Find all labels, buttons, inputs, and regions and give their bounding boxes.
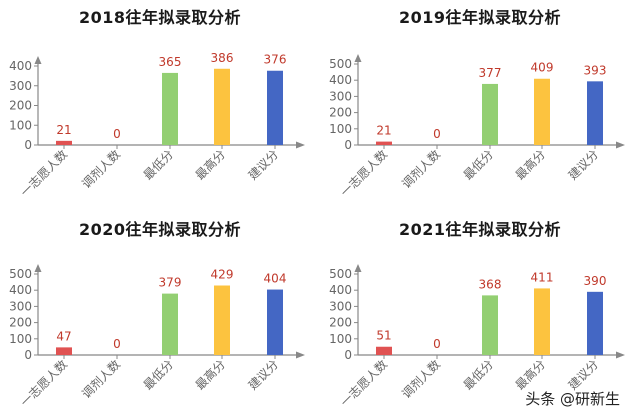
chart-2021: 2021往年拟录取分析 0 100 200 300 400 500 51 一志愿人数 0 调剂人数… xyxy=(320,208,640,416)
watermark: 头条 @研新生 xyxy=(525,390,620,408)
chart-plot: 010020030040050047一志愿人数0调剂人数379最低分429最高分… xyxy=(9,264,305,410)
y-tick-label: 100 xyxy=(329,332,352,346)
y-axis-arrow-icon xyxy=(354,264,362,272)
x-category-label: 最低分 xyxy=(461,357,496,392)
bar xyxy=(267,289,283,355)
y-tick-label: 100 xyxy=(9,332,32,346)
x-category-label: 调剂人数 xyxy=(79,147,124,192)
data-label: 47 xyxy=(56,329,71,343)
y-tick-label: 200 xyxy=(9,316,32,330)
y-tick-label: 0 xyxy=(24,138,32,152)
y-tick-label: 400 xyxy=(9,59,32,73)
bar xyxy=(56,347,72,355)
y-tick-label: 200 xyxy=(9,99,32,113)
y-tick-label: 100 xyxy=(9,118,32,132)
data-label: 0 xyxy=(433,337,441,351)
y-tick-label: 300 xyxy=(9,79,32,93)
data-label: 409 xyxy=(531,61,554,75)
data-label: 393 xyxy=(584,63,607,77)
chart-plot: 010020030040050051一志愿人数0调剂人数368最低分411最高分… xyxy=(329,264,625,410)
x-category-label: 最低分 xyxy=(141,147,176,182)
bar xyxy=(482,295,498,355)
y-tick-label: 500 xyxy=(329,267,352,281)
bar xyxy=(376,141,392,145)
data-label: 386 xyxy=(211,51,234,65)
data-label: 376 xyxy=(264,53,287,67)
data-label: 21 xyxy=(56,123,71,137)
x-category-label: 建议分 xyxy=(566,147,601,182)
chart-title: 2018往年拟录取分析 xyxy=(78,8,242,27)
bar xyxy=(376,346,392,355)
x-category-label: 一志愿人数 xyxy=(17,357,70,410)
x-category-label: 一志愿人数 xyxy=(337,357,390,410)
x-category-label: 最低分 xyxy=(141,357,176,392)
y-tick-label: 0 xyxy=(24,348,32,362)
data-label: 365 xyxy=(159,55,182,69)
y-tick-label: 300 xyxy=(329,89,352,103)
y-tick-label: 300 xyxy=(9,299,32,313)
y-tick-label: 200 xyxy=(329,106,352,120)
bar xyxy=(162,293,178,355)
x-category-label: 建议分 xyxy=(246,357,281,392)
y-tick-label: 500 xyxy=(9,267,32,281)
x-category-label: 一志愿人数 xyxy=(17,147,70,200)
y-axis-arrow-icon xyxy=(354,54,362,62)
chart-plot: 010020030040050021一志愿人数0调剂人数377最低分409最高分… xyxy=(329,54,625,200)
x-category-label: 建议分 xyxy=(246,147,281,182)
chart-2018: 2018往年拟录取分析 0 100 200 300 400 21 一志愿人数 0 调剂人数 365… xyxy=(0,0,320,208)
x-axis-arrow-icon xyxy=(296,141,305,149)
x-category-label: 调剂人数 xyxy=(399,147,444,192)
x-category-label: 一志愿人数 xyxy=(337,147,390,200)
bar xyxy=(267,70,283,145)
chart-2020: 2020往年拟录取分析 0 100 200 300 400 500 47 一志愿人数 0 调剂人数… xyxy=(0,208,320,416)
chart-2019: 2019往年拟录取分析 0 100 200 300 400 500 21 一志愿人数 0 调剂人数… xyxy=(320,0,640,208)
chart-plot: 010020030040021一志愿人数0调剂人数365最低分386最高分376… xyxy=(9,51,305,200)
bar xyxy=(482,83,498,145)
x-axis-arrow-icon xyxy=(296,351,305,359)
data-label: 411 xyxy=(531,270,554,284)
chart-title: 2021往年拟录取分析 xyxy=(398,220,562,239)
bar xyxy=(587,81,603,145)
x-category-label: 调剂人数 xyxy=(79,357,124,402)
bar xyxy=(214,285,230,355)
bar xyxy=(534,78,550,145)
chart-title: 2019往年拟录取分析 xyxy=(398,8,562,27)
data-label: 21 xyxy=(376,124,391,138)
y-tick-label: 400 xyxy=(329,73,352,87)
x-category-label: 最低分 xyxy=(461,147,496,182)
x-category-label: 最高分 xyxy=(192,357,228,393)
y-tick-label: 400 xyxy=(329,283,352,297)
data-label: 0 xyxy=(113,337,121,351)
bar xyxy=(162,72,178,145)
bar xyxy=(534,288,550,355)
data-label: 0 xyxy=(433,127,441,141)
y-tick-label: 200 xyxy=(329,316,352,330)
data-label: 368 xyxy=(479,277,502,291)
x-axis-arrow-icon xyxy=(616,141,625,149)
y-tick-label: 500 xyxy=(329,57,352,71)
y-tick-label: 300 xyxy=(329,299,352,313)
chart-title: 2020往年拟录取分析 xyxy=(78,220,242,239)
x-category-label: 最高分 xyxy=(192,147,228,183)
x-axis-arrow-icon xyxy=(616,351,625,359)
x-category-label: 调剂人数 xyxy=(399,357,444,402)
y-tick-label: 400 xyxy=(9,283,32,297)
y-axis-arrow-icon xyxy=(34,264,42,272)
bar xyxy=(214,68,230,145)
y-axis-arrow-icon xyxy=(34,56,42,64)
data-label: 429 xyxy=(211,268,234,282)
data-label: 0 xyxy=(113,127,121,141)
x-category-label: 最高分 xyxy=(512,147,548,183)
data-label: 377 xyxy=(479,66,502,80)
data-label: 51 xyxy=(376,329,391,343)
data-label: 390 xyxy=(584,274,607,288)
y-tick-label: 0 xyxy=(344,348,352,362)
data-label: 379 xyxy=(159,276,182,290)
bar xyxy=(56,140,72,145)
y-tick-label: 100 xyxy=(329,122,352,136)
data-label: 404 xyxy=(264,272,287,286)
bar xyxy=(587,291,603,355)
y-tick-label: 0 xyxy=(344,138,352,152)
